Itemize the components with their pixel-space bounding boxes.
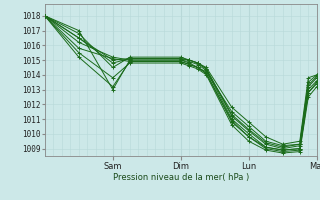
X-axis label: Pression niveau de la mer( hPa ): Pression niveau de la mer( hPa ) [113, 173, 249, 182]
